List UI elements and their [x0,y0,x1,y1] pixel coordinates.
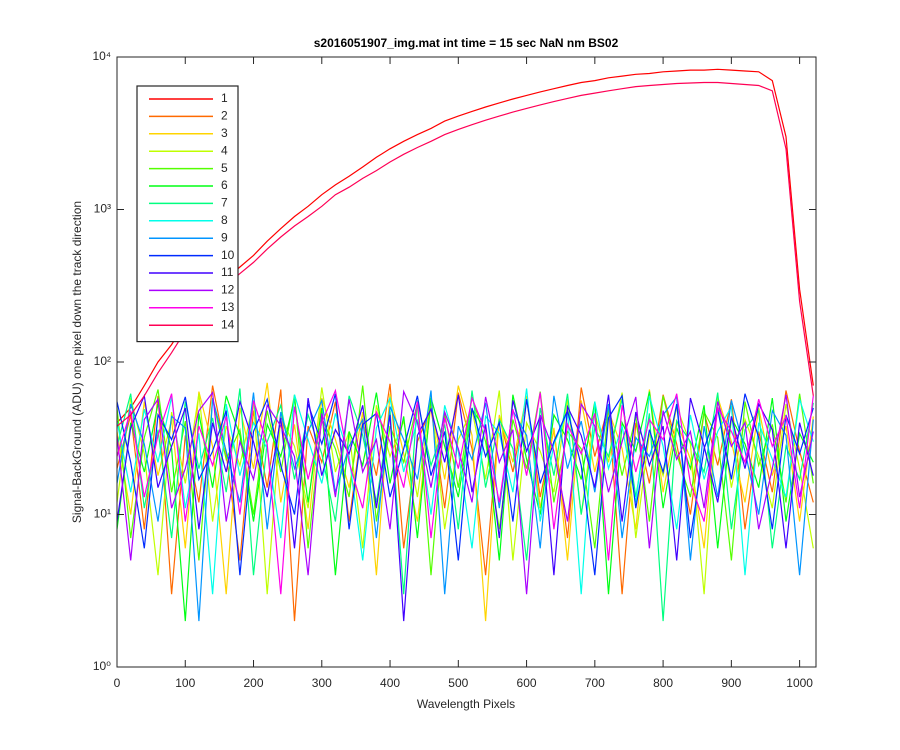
legend-label: 2 [221,109,228,123]
chart-title: s2016051907_img.mat int time = 15 sec Na… [314,36,619,50]
legend-label: 5 [221,161,228,175]
y-tick-label: 10³ [94,202,111,216]
x-tick-label: 800 [653,676,673,690]
series-line [117,391,814,622]
legend-label: 11 [221,265,234,279]
legend-label: 13 [221,300,235,314]
legend-label: 3 [221,126,228,140]
x-tick-label: 500 [448,676,468,690]
x-tick-label: 200 [244,676,264,690]
x-tick-label: 300 [312,676,332,690]
legend-label: 14 [221,317,235,331]
y-tick-label: 10⁴ [92,49,111,63]
x-tick-label: 900 [721,676,741,690]
legend-label: 10 [221,248,235,262]
x-tick-label: 600 [517,676,537,690]
series-line [117,393,814,576]
legend-label: 8 [221,213,228,227]
legend-label: 4 [221,143,228,157]
series-line [117,389,814,595]
legend-label: 6 [221,178,228,192]
legend-box [136,85,239,343]
series-line [117,393,814,622]
series-line [117,388,814,595]
legend-label: 12 [221,283,235,297]
x-axis-label: Wavelength Pixels [417,697,515,711]
y-axis-label: Signal-BackGround (ADU) one pixel down t… [70,201,84,523]
x-tick-label: 1000 [786,676,813,690]
x-tick-label: 100 [175,676,195,690]
x-tick-label: 400 [380,676,400,690]
y-tick-label: 10¹ [94,507,111,521]
legend-label: 1 [221,91,228,105]
y-tick-label: 10² [94,354,111,368]
legend-label: 9 [221,230,228,244]
legend-label: 7 [221,196,228,210]
x-tick-label: 700 [585,676,605,690]
x-tick-label: 0 [114,676,121,690]
y-tick-label: 10⁰ [93,659,111,673]
